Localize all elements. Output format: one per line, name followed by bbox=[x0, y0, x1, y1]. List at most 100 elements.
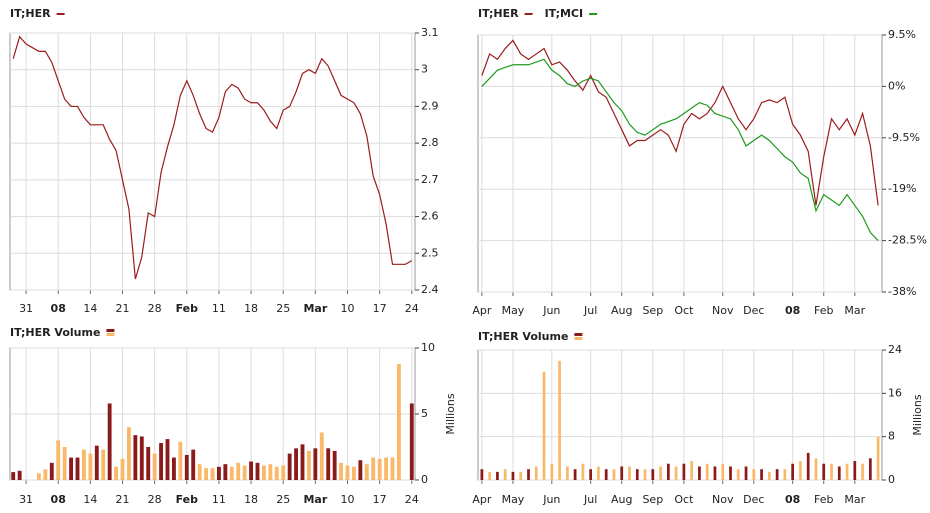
y-axis-label: Millions bbox=[444, 393, 457, 434]
y-tick-label: 24 bbox=[888, 343, 902, 356]
volume-bar bbox=[390, 457, 395, 480]
x-tick-label: 08 bbox=[51, 493, 66, 506]
volume-bar bbox=[666, 463, 670, 480]
volume-bar bbox=[332, 450, 337, 480]
x-tick-label: Feb bbox=[176, 302, 199, 315]
x-tick-label: Oct bbox=[674, 493, 694, 506]
volume-bar bbox=[326, 448, 331, 480]
volume-bar bbox=[313, 448, 318, 480]
volume-bar bbox=[268, 464, 273, 480]
volume-bar bbox=[172, 457, 176, 480]
volume-bar bbox=[651, 469, 655, 480]
legend-swatch bbox=[574, 333, 583, 336]
volume-bar bbox=[729, 466, 732, 480]
volume-bar bbox=[345, 465, 350, 480]
x-tick-label: 24 bbox=[405, 493, 419, 506]
volume-bar bbox=[705, 463, 709, 480]
volume-bar bbox=[139, 436, 144, 480]
volume-bar bbox=[752, 469, 756, 480]
volume-bar bbox=[319, 432, 324, 480]
volume-bar bbox=[643, 469, 647, 480]
x-tick-label: Feb bbox=[176, 493, 199, 506]
x-tick-label: Mar bbox=[303, 493, 327, 506]
volume-bar bbox=[822, 463, 826, 480]
volume-bar bbox=[620, 466, 624, 480]
y-tick-label: 10 bbox=[421, 341, 435, 354]
volume-bar bbox=[558, 360, 561, 480]
x-tick-label: 10 bbox=[341, 302, 355, 315]
volume-bar bbox=[339, 462, 343, 480]
x-tick-label: 17 bbox=[373, 493, 387, 506]
volume-bar bbox=[488, 471, 492, 480]
line-series bbox=[481, 39, 879, 206]
x-tick-label: 14 bbox=[83, 302, 97, 315]
volume-bar bbox=[62, 447, 67, 480]
x-tick-label: 28 bbox=[148, 302, 162, 315]
legend-label: IT;HER Volume bbox=[478, 330, 568, 343]
volume-bar bbox=[217, 466, 221, 480]
x-tick-label: May bbox=[502, 304, 525, 317]
volume-bar bbox=[799, 461, 802, 480]
volume-bar bbox=[659, 466, 662, 480]
volume-bar bbox=[358, 460, 363, 480]
volume-bar bbox=[197, 464, 202, 480]
y-tick-label: 5 bbox=[421, 407, 428, 420]
x-tick-label: 24 bbox=[405, 302, 419, 315]
line-series bbox=[481, 58, 879, 242]
legend-swatch bbox=[106, 329, 115, 332]
x-tick-label: 08 bbox=[51, 302, 66, 315]
volume-bar bbox=[628, 466, 631, 480]
volume-bar bbox=[783, 469, 787, 480]
volume-bar bbox=[690, 461, 694, 480]
volume-bar bbox=[262, 465, 266, 480]
volume-bar bbox=[597, 466, 600, 480]
x-tick-label: Jul bbox=[583, 493, 597, 506]
x-tick-label: Mar bbox=[844, 493, 865, 506]
volume-bar bbox=[204, 468, 208, 480]
volume-bar bbox=[853, 461, 857, 480]
x-tick-label: 25 bbox=[276, 302, 290, 315]
plot-area bbox=[477, 34, 883, 293]
volume-bar bbox=[152, 453, 157, 480]
volume-bar bbox=[480, 469, 484, 480]
x-tick-label: 17 bbox=[373, 302, 387, 315]
y-tick-label: -28.5% bbox=[888, 234, 927, 247]
volume-bar bbox=[352, 466, 356, 480]
volume-bar bbox=[43, 469, 48, 480]
volume-bar bbox=[294, 448, 298, 480]
volume-bar bbox=[612, 469, 616, 480]
volume-bar bbox=[527, 469, 530, 480]
x-tick-label: 21 bbox=[116, 493, 130, 506]
volume-bar bbox=[806, 452, 810, 480]
volume-bar bbox=[542, 371, 546, 480]
volume-bar bbox=[49, 462, 54, 480]
volume-bar bbox=[223, 464, 228, 480]
y-tick-label: 9.5% bbox=[888, 28, 916, 41]
legend-label: IT;MCI bbox=[545, 7, 584, 20]
volume-bar bbox=[682, 463, 686, 480]
volume-bar bbox=[767, 471, 771, 480]
x-tick-label: 21 bbox=[116, 302, 130, 315]
volume-bar bbox=[56, 440, 61, 480]
x-tick-label: Nov bbox=[712, 304, 734, 317]
volume-bar bbox=[698, 466, 701, 480]
volume-bar bbox=[210, 468, 215, 480]
y-tick-label: 3 bbox=[421, 63, 428, 76]
volume-bar bbox=[236, 462, 241, 480]
volume-bar bbox=[255, 462, 260, 480]
volume-bar bbox=[581, 463, 585, 480]
legend-swatch bbox=[56, 13, 65, 15]
y-tick-label: -38% bbox=[888, 285, 916, 298]
x-tick-label: 08 bbox=[785, 493, 800, 506]
volume-bar bbox=[674, 466, 678, 480]
volume-bar bbox=[94, 445, 99, 480]
volume-bar bbox=[791, 463, 795, 480]
y-tick-label: 0 bbox=[888, 473, 895, 486]
x-tick-label: 25 bbox=[276, 493, 290, 506]
legend-label: IT;HER bbox=[10, 7, 51, 20]
x-tick-label: 28 bbox=[148, 493, 162, 506]
x-tick-label: Jul bbox=[583, 304, 597, 317]
x-tick-label: May bbox=[502, 493, 525, 506]
x-tick-label: 31 bbox=[19, 302, 33, 315]
volume-bar bbox=[721, 463, 725, 480]
